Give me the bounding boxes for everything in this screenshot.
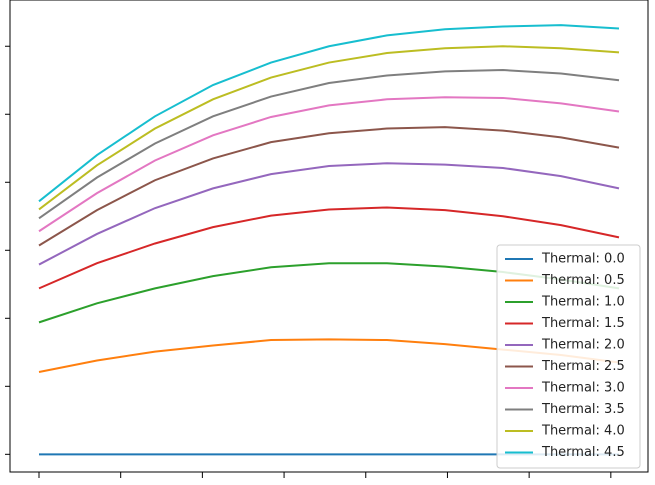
legend-label: Thermal: 0.5: [541, 273, 625, 288]
legend-label: Thermal: 2.0: [541, 338, 625, 353]
legend-label: Thermal: 3.5: [541, 402, 625, 417]
legend-label: Thermal: 4.5: [541, 445, 625, 460]
plot-frame: [9, 0, 649, 473]
series-line: [38, 206, 620, 290]
legend-label: Thermal: 0.0: [541, 252, 625, 267]
series-line: [38, 162, 620, 266]
series-line: [38, 69, 620, 220]
legend-label: Thermal: 2.5: [541, 359, 625, 374]
legend: Thermal: 0.0 Thermal: 0.5 Thermal: 1.0 Ther…: [496, 244, 641, 469]
series-line: [38, 126, 620, 247]
legend-label: Thermal: 1.5: [541, 316, 625, 331]
legend-label: Thermal: 3.0: [541, 381, 625, 396]
series-line: [38, 96, 620, 233]
legend-label: Thermal: 1.0: [541, 295, 625, 310]
series-line: [38, 45, 620, 211]
legend-box: [496, 244, 641, 469]
legend-label: Thermal: 4.0: [541, 424, 625, 439]
series-line: [38, 24, 620, 203]
